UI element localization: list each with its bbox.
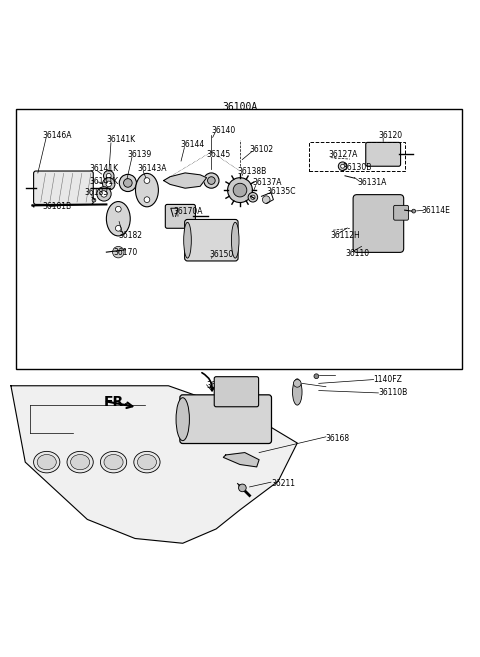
Ellipse shape [135,173,158,207]
Circle shape [228,177,252,202]
Ellipse shape [134,451,160,473]
Text: 36112H: 36112H [331,231,360,240]
Ellipse shape [37,455,56,470]
Text: 36141K: 36141K [107,135,135,145]
Circle shape [239,484,246,491]
Circle shape [144,197,150,202]
Circle shape [248,193,258,202]
Text: 36168: 36168 [326,434,350,443]
Circle shape [101,191,107,197]
Ellipse shape [292,379,302,405]
Text: 36110B: 36110B [378,388,408,397]
Ellipse shape [176,397,190,441]
Text: 36114E: 36114E [421,206,450,215]
Text: 36144: 36144 [180,140,204,149]
Text: 36170A: 36170A [173,207,203,216]
Text: 36150: 36150 [209,250,233,259]
Text: 36143A: 36143A [137,164,167,173]
Text: 36145: 36145 [206,150,231,159]
Text: 36183: 36183 [85,188,109,197]
Circle shape [104,171,114,181]
Circle shape [107,173,111,178]
Ellipse shape [34,451,60,473]
Circle shape [412,209,416,213]
Text: 36141K: 36141K [90,177,119,186]
Text: 36131A: 36131A [357,179,386,187]
Circle shape [263,196,270,204]
Text: 36141K: 36141K [90,164,119,173]
Text: 36211: 36211 [271,479,295,488]
Text: FR.: FR. [104,396,130,409]
Ellipse shape [71,455,90,470]
Text: 36100A: 36100A [222,102,258,112]
Text: 36181B: 36181B [42,202,71,212]
Circle shape [233,183,247,197]
Text: 36127A: 36127A [328,150,358,159]
Ellipse shape [67,451,93,473]
Ellipse shape [100,451,127,473]
Text: 36170: 36170 [114,248,138,257]
FancyBboxPatch shape [180,395,272,443]
Circle shape [293,380,301,387]
Circle shape [204,173,219,188]
Circle shape [341,164,345,168]
Text: 36135C: 36135C [266,187,296,196]
Text: 36140: 36140 [211,126,236,135]
Text: 36137A: 36137A [252,179,281,187]
FancyBboxPatch shape [394,206,408,220]
Ellipse shape [137,455,156,470]
FancyBboxPatch shape [353,194,404,252]
Text: 36146A: 36146A [42,131,72,140]
Text: 1140FZ: 1140FZ [373,375,403,384]
Ellipse shape [107,202,130,236]
FancyBboxPatch shape [185,219,238,261]
Circle shape [338,162,347,171]
FancyBboxPatch shape [366,143,401,166]
Circle shape [251,195,255,200]
FancyBboxPatch shape [165,204,195,228]
Circle shape [106,181,111,187]
Circle shape [92,198,96,202]
Circle shape [144,177,150,183]
Ellipse shape [231,222,239,258]
FancyBboxPatch shape [214,376,259,407]
Text: 36182: 36182 [118,231,142,240]
Circle shape [116,225,121,231]
Circle shape [119,174,136,192]
Circle shape [97,187,111,201]
Text: 36130B: 36130B [343,163,372,171]
Circle shape [113,246,124,258]
Circle shape [103,177,115,190]
Ellipse shape [104,455,123,470]
Text: 36138B: 36138B [238,166,267,175]
Text: 36110G: 36110G [206,381,237,390]
Circle shape [116,206,121,212]
Circle shape [314,374,319,378]
Text: 36102: 36102 [250,145,274,154]
Polygon shape [164,173,206,188]
Ellipse shape [184,222,192,258]
Circle shape [123,179,132,187]
Polygon shape [11,386,297,543]
Polygon shape [223,453,259,467]
Text: 36139: 36139 [128,150,152,159]
Circle shape [207,177,215,185]
Text: 36120: 36120 [378,131,403,140]
FancyBboxPatch shape [34,171,93,204]
Text: 36110: 36110 [345,248,369,258]
